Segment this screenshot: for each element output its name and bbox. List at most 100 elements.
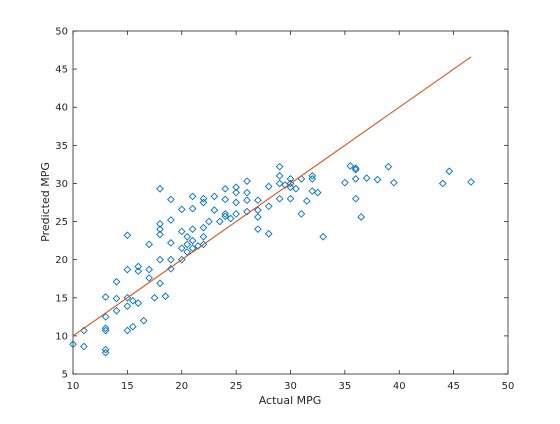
scatter-point bbox=[275, 162, 284, 171]
scatter-point bbox=[199, 232, 208, 241]
scatter-point bbox=[112, 294, 121, 303]
scatter-point bbox=[264, 229, 273, 238]
scatter-point bbox=[254, 206, 262, 214]
x-tick-label: 20 bbox=[175, 381, 188, 392]
scatter-point bbox=[101, 345, 110, 354]
x-tick-label: 10 bbox=[67, 381, 80, 392]
x-tick-label: 15 bbox=[121, 381, 134, 392]
scatter-point bbox=[232, 210, 240, 218]
scatter-point bbox=[156, 225, 164, 234]
scatter-point bbox=[302, 197, 311, 205]
scatter-point bbox=[319, 232, 327, 241]
y-tick-label: 25 bbox=[55, 217, 68, 228]
scatter-point bbox=[123, 231, 132, 240]
scatter-point bbox=[167, 264, 175, 273]
scatter-point bbox=[221, 210, 230, 218]
scatter-point bbox=[226, 214, 235, 223]
scatter-point bbox=[177, 205, 186, 214]
scatter-point bbox=[232, 198, 240, 207]
scatter-point bbox=[123, 326, 132, 335]
scatter-point bbox=[101, 293, 110, 301]
y-tick-label: 5 bbox=[62, 370, 68, 381]
scatter-point bbox=[145, 240, 153, 249]
x-tick-label: 40 bbox=[393, 381, 406, 392]
y-axis-label: Predicted MPG bbox=[39, 162, 52, 242]
scatter-point bbox=[297, 210, 306, 218]
scatter-point bbox=[188, 236, 197, 245]
scatter-point bbox=[69, 340, 77, 349]
scatter-point bbox=[351, 175, 360, 183]
scatter-point bbox=[254, 225, 262, 234]
scatter-point bbox=[373, 175, 382, 184]
y-tick-label: 50 bbox=[55, 27, 68, 38]
scatter-point bbox=[177, 244, 186, 253]
scatter-point bbox=[167, 239, 175, 247]
x-tick-label: 35 bbox=[339, 381, 352, 392]
scatter-point bbox=[112, 306, 121, 315]
scatter-point bbox=[286, 183, 295, 192]
scatter-point bbox=[128, 296, 137, 305]
scatter-point bbox=[183, 240, 192, 249]
scatter-points bbox=[69, 162, 475, 357]
scatter-point bbox=[275, 194, 284, 203]
scatter-point bbox=[254, 196, 262, 205]
scatter-point bbox=[134, 267, 143, 275]
scatter-point bbox=[134, 299, 143, 307]
scatter-point bbox=[156, 279, 164, 288]
scatter-point bbox=[210, 206, 219, 214]
scatter-point bbox=[156, 220, 164, 228]
scatter-point bbox=[467, 178, 475, 186]
scatter-point bbox=[286, 194, 295, 203]
x-tick-label: 50 bbox=[502, 381, 515, 392]
scatter-point bbox=[292, 184, 300, 193]
y-tick-label: 30 bbox=[55, 179, 68, 190]
scatter-point bbox=[286, 175, 295, 183]
scatter-point bbox=[264, 202, 273, 211]
scatter-point bbox=[351, 194, 360, 203]
scatter-point bbox=[438, 179, 447, 188]
scatter-point bbox=[357, 213, 366, 221]
scatter-point bbox=[134, 262, 143, 271]
scatter-point bbox=[346, 162, 355, 170]
scatter-point bbox=[101, 348, 110, 357]
scatter-point bbox=[112, 277, 121, 286]
scatter-point bbox=[205, 217, 213, 226]
y-tick-label: 10 bbox=[55, 331, 68, 342]
scatter-point bbox=[156, 184, 164, 193]
scatter-point bbox=[232, 188, 240, 197]
scatter-point bbox=[313, 188, 322, 197]
scatter-point bbox=[139, 316, 148, 325]
scatter-point bbox=[199, 194, 208, 203]
scatter-point bbox=[80, 342, 88, 351]
x-axis-label: Actual MPG bbox=[259, 394, 322, 407]
scatter-point bbox=[254, 213, 262, 221]
scatter-point bbox=[243, 177, 251, 185]
y-tick-label: 15 bbox=[55, 293, 68, 304]
scatter-point bbox=[101, 312, 110, 321]
scatter-point bbox=[177, 227, 186, 236]
scatter-point bbox=[145, 265, 153, 274]
scatter-point bbox=[232, 183, 240, 192]
scatter-point bbox=[101, 324, 110, 333]
scatter-point bbox=[123, 302, 132, 310]
x-tick-label: 30 bbox=[284, 381, 297, 392]
fit-line-layer bbox=[72, 56, 472, 337]
scatter-point bbox=[445, 167, 454, 176]
scatter-point bbox=[167, 216, 175, 224]
scatter-point bbox=[308, 175, 317, 183]
scatter-point bbox=[123, 265, 132, 274]
scatter-point bbox=[150, 293, 159, 302]
scatter-point bbox=[384, 162, 393, 171]
scatter-point bbox=[188, 225, 197, 234]
y-tick-label: 45 bbox=[55, 65, 68, 76]
fit-line bbox=[72, 56, 472, 337]
scatter-point bbox=[243, 196, 251, 205]
scatter-point bbox=[167, 255, 175, 264]
scatter-point bbox=[188, 204, 197, 213]
scatter-point bbox=[167, 195, 175, 204]
scatter-point bbox=[243, 207, 251, 216]
scatter-point bbox=[351, 164, 360, 173]
